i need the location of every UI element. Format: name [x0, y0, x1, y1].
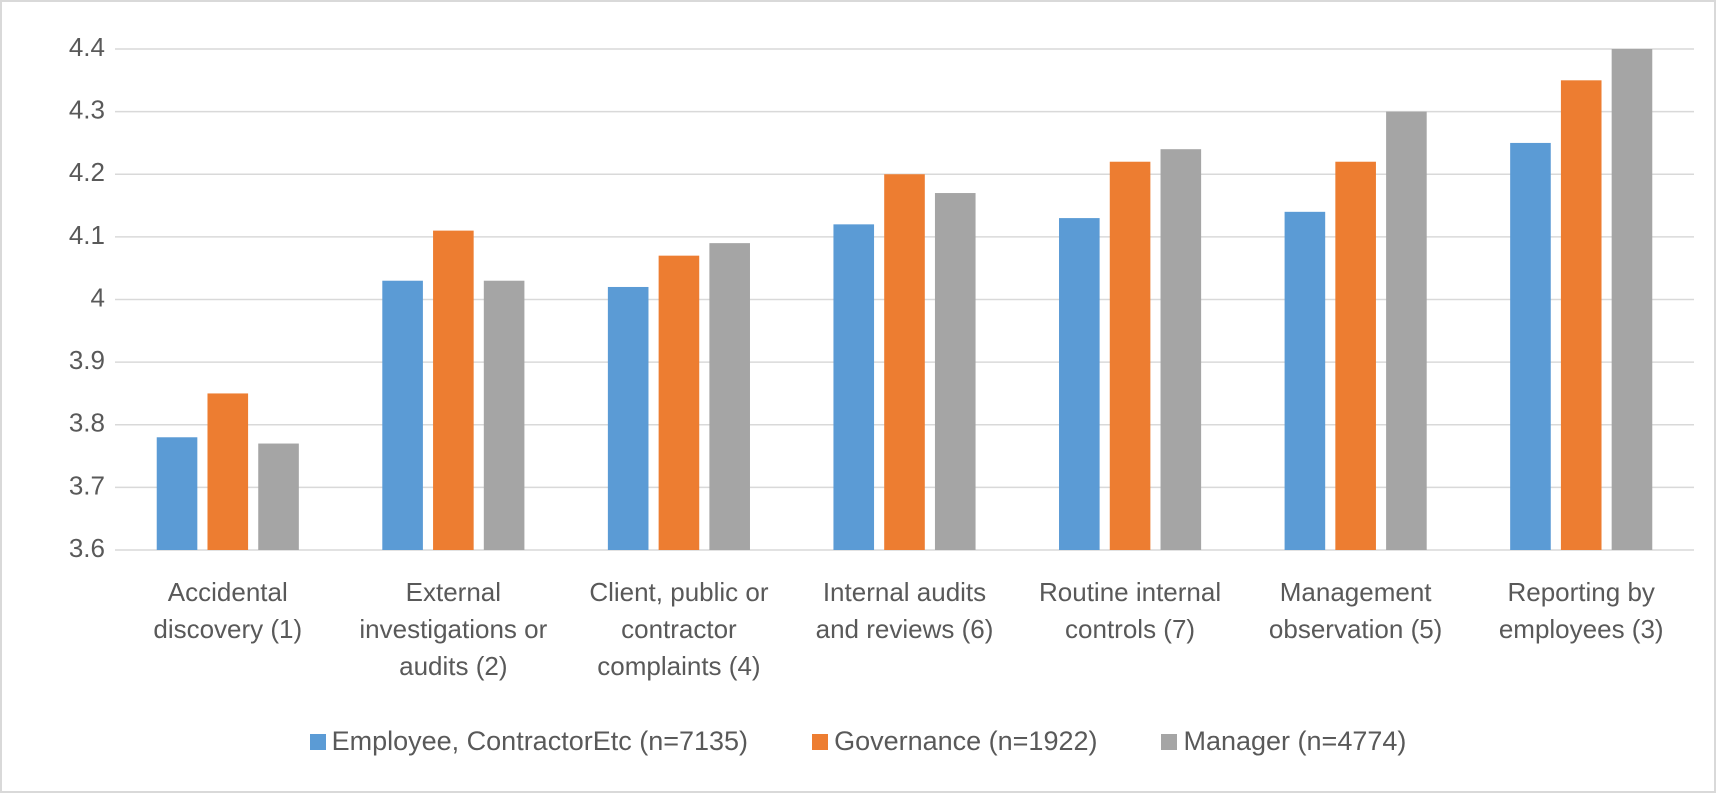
bar [833, 224, 875, 550]
y-tick-label: 3.9 [69, 345, 105, 375]
x-tick-label: Management observation (5) [1268, 577, 1443, 644]
y-tick-label: 3.6 [69, 533, 105, 563]
bar [1386, 111, 1427, 550]
legend-item: Governance (n=1922) [812, 726, 1097, 757]
bar [1510, 142, 1551, 550]
legend-swatch [1161, 733, 1178, 750]
legend-item: Employee, ContractorEtc (n=7135) [309, 726, 749, 757]
bar [433, 230, 474, 551]
x-tick-label: External investigations or audits (2) [359, 577, 548, 681]
y-tick-label: 3.8 [69, 408, 105, 438]
legend-swatch [812, 733, 829, 750]
legend-swatch [309, 733, 326, 750]
legend: Employee, ContractorEtc (n=7135) Governan… [0, 726, 1716, 757]
bar [258, 443, 299, 550]
x-tick-label: Reporting by employees (3) [1498, 577, 1664, 644]
legend-label: Employee, ContractorEtc (n=7135) [331, 726, 749, 756]
bar [483, 280, 525, 550]
bar [156, 437, 198, 550]
legend-label: Governance (n=1922) [834, 726, 1098, 756]
bar [607, 286, 649, 550]
legend-item: Manager (n=4774) [1161, 726, 1406, 757]
y-tick-label: 4.3 [69, 95, 105, 125]
bar [934, 193, 976, 550]
legend-label: Manager (n=4774) [1183, 726, 1407, 756]
x-tick-label: Client, public or contractor complaints … [589, 577, 769, 681]
bar [382, 280, 423, 550]
y-tick-label: 3.7 [69, 470, 105, 500]
bar [1611, 49, 1653, 550]
bar [884, 174, 925, 550]
bar [1109, 161, 1151, 550]
bar [709, 243, 750, 550]
bar [207, 393, 249, 550]
x-tick-label: Internal audits and reviews (6) [815, 577, 994, 644]
y-tick-label: 4.1 [69, 220, 105, 250]
y-tick-label: 4.4 [69, 32, 105, 62]
x-tick-label: Accidental discovery (1) [153, 577, 303, 644]
bar [1160, 149, 1202, 550]
bar [1059, 218, 1100, 550]
x-tick-label: Routine internal controls (7) [1039, 577, 1222, 644]
bar [1335, 161, 1376, 550]
bar [658, 255, 700, 550]
y-tick-label: 4.2 [69, 157, 105, 187]
bar [1560, 80, 1602, 550]
bar [1284, 211, 1326, 550]
y-tick-label: 4 [91, 282, 105, 312]
